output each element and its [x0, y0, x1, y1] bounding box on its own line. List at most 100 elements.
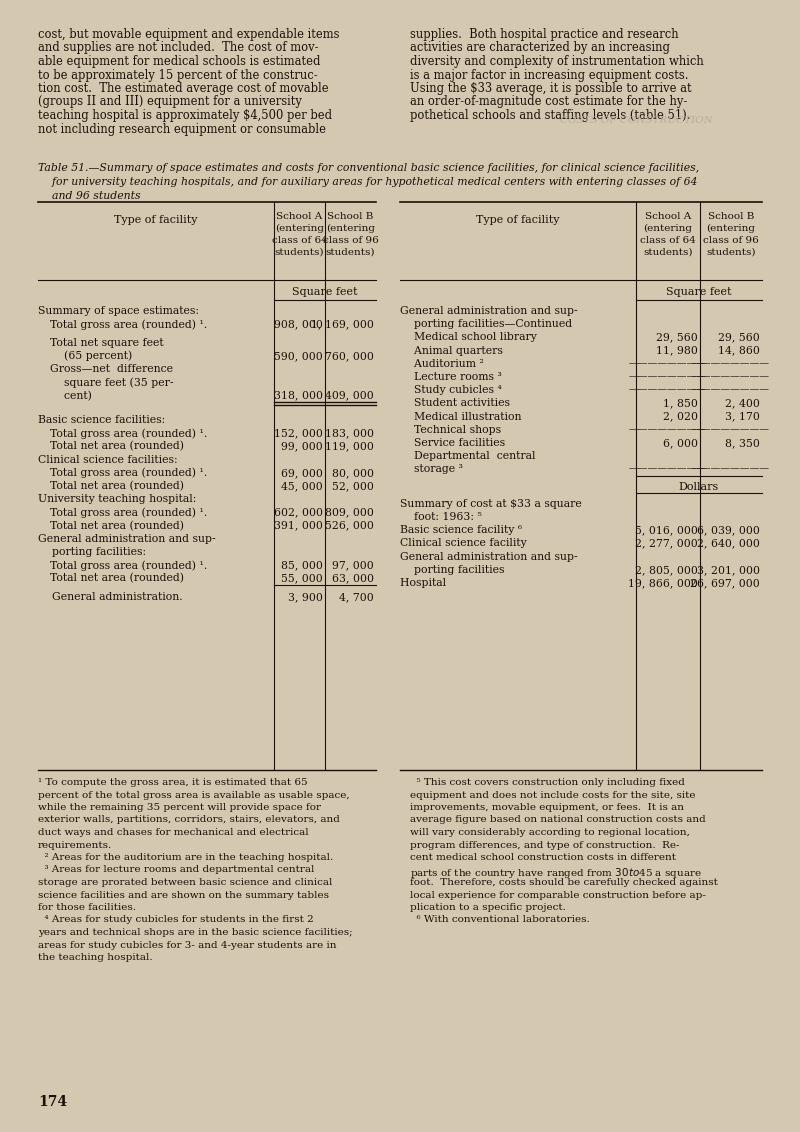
- Text: Technical shops: Technical shops: [400, 424, 526, 435]
- Text: Total gross area (rounded) ¹.: Total gross area (rounded) ¹.: [50, 428, 207, 439]
- Text: ⁵ This cost covers construction only including fixed: ⁵ This cost covers construction only inc…: [410, 778, 685, 787]
- Text: for those facilities.: for those facilities.: [38, 903, 136, 912]
- Text: plication to a specific project.: plication to a specific project.: [410, 903, 566, 912]
- Text: 4, 700: 4, 700: [339, 592, 374, 602]
- Text: Square feet: Square feet: [666, 288, 732, 297]
- Text: 63, 000: 63, 000: [332, 574, 374, 583]
- Text: science facilities and are shown on the summary tables: science facilities and are shown on the …: [38, 891, 329, 900]
- Text: (65 percent): (65 percent): [50, 351, 160, 361]
- Text: Study cubicles ⁴: Study cubicles ⁴: [400, 385, 519, 395]
- Text: percent of the total gross area is available as usable space,: percent of the total gross area is avail…: [38, 790, 350, 799]
- Text: 52, 000: 52, 000: [332, 481, 374, 491]
- Text: 69, 000: 69, 000: [281, 468, 323, 478]
- Text: Basic science facilities:: Basic science facilities:: [38, 415, 166, 424]
- Text: Clinical science facilities:: Clinical science facilities:: [38, 455, 178, 464]
- Text: Summary of space estimates:: Summary of space estimates:: [38, 306, 199, 316]
- Text: years and technical shops are in the basic science facilities;: years and technical shops are in the bas…: [38, 928, 353, 937]
- Text: General administration and sup-: General administration and sup-: [400, 551, 578, 561]
- Text: supplies.  Both hospital practice and research: supplies. Both hospital practice and res…: [410, 28, 678, 41]
- Text: while the remaining 35 percent will provide space for: while the remaining 35 percent will prov…: [38, 803, 321, 812]
- Text: 6, 000: 6, 000: [663, 438, 698, 448]
- Text: 97, 000: 97, 000: [332, 560, 374, 571]
- Text: Medical illustration: Medical illustration: [400, 412, 535, 421]
- Text: ————————: ————————: [692, 424, 770, 434]
- Text: COSTS OF CONSTRUCTION: COSTS OF CONSTRUCTION: [560, 115, 713, 125]
- Text: students): students): [274, 248, 324, 257]
- Text: General administration.: General administration.: [38, 592, 182, 602]
- Text: 29, 560: 29, 560: [656, 333, 698, 342]
- Text: ————————: ————————: [692, 464, 770, 473]
- Text: 602, 000: 602, 000: [274, 507, 323, 517]
- Text: Summary of cost at $33 a square: Summary of cost at $33 a square: [400, 499, 582, 508]
- Text: students): students): [706, 248, 756, 257]
- Text: pothetical schools and staffing levels (table 51).: pothetical schools and staffing levels (…: [410, 109, 690, 122]
- Text: Auditorium ²: Auditorium ²: [400, 359, 515, 369]
- Text: cent): cent): [50, 391, 141, 401]
- Text: 11, 980: 11, 980: [656, 345, 698, 355]
- Text: local experience for comparable construction before ap-: local experience for comparable construc…: [410, 891, 706, 900]
- Text: 2, 020: 2, 020: [663, 412, 698, 421]
- Text: ————————: ————————: [629, 385, 707, 394]
- Text: class of 96: class of 96: [703, 235, 759, 245]
- Text: Total gross area (rounded) ¹.: Total gross area (rounded) ¹.: [50, 468, 207, 479]
- Text: tion cost.  The estimated average cost of movable: tion cost. The estimated average cost of…: [38, 82, 329, 95]
- Text: porting facilities: porting facilities: [400, 565, 550, 575]
- Text: 85, 000: 85, 000: [281, 560, 323, 571]
- Text: 1, 169, 000: 1, 169, 000: [311, 319, 374, 329]
- Text: 6, 039, 000: 6, 039, 000: [697, 525, 760, 535]
- Text: will vary considerably according to regional location,: will vary considerably according to regi…: [410, 827, 690, 837]
- Text: Dollars: Dollars: [679, 481, 719, 491]
- Text: 152, 000: 152, 000: [274, 428, 323, 438]
- Text: 2, 277, 000: 2, 277, 000: [635, 539, 698, 548]
- Text: 55, 000: 55, 000: [282, 574, 323, 583]
- Text: Total net area (rounded): Total net area (rounded): [50, 574, 194, 584]
- Text: Table 51.—Summary of space estimates and costs for conventional basic science fa: Table 51.—Summary of space estimates and…: [38, 163, 699, 173]
- Text: Basic science facility ⁶: Basic science facility ⁶: [400, 525, 557, 535]
- Text: Medical school library: Medical school library: [400, 333, 544, 342]
- Text: ————————: ————————: [629, 424, 707, 434]
- Text: cent medical school construction costs in different: cent medical school construction costs i…: [410, 854, 676, 861]
- Text: cost, but movable equipment and expendable items: cost, but movable equipment and expendab…: [38, 28, 339, 41]
- Text: 29, 560: 29, 560: [718, 333, 760, 342]
- Text: (entering: (entering: [275, 224, 324, 233]
- Text: foot.  Therefore, costs should be carefully checked against: foot. Therefore, costs should be careful…: [410, 878, 718, 887]
- Text: students): students): [326, 248, 375, 257]
- Text: 409, 000: 409, 000: [326, 391, 374, 401]
- Text: Total gross area (rounded) ¹.: Total gross area (rounded) ¹.: [50, 507, 207, 518]
- Text: class of 64: class of 64: [640, 235, 696, 245]
- Text: Clinical science facility: Clinical science facility: [400, 539, 562, 548]
- Text: 2, 640, 000: 2, 640, 000: [697, 539, 760, 548]
- Text: diversity and complexity of instrumentation which: diversity and complexity of instrumentat…: [410, 55, 704, 68]
- Text: improvements, movable equipment, or fees.  It is an: improvements, movable equipment, or fees…: [410, 803, 684, 812]
- Text: storage are prorated between basic science and clinical: storage are prorated between basic scien…: [38, 878, 332, 887]
- Text: foot: 1963: ⁵: foot: 1963: ⁵: [400, 512, 482, 522]
- Text: 45, 000: 45, 000: [282, 481, 323, 491]
- Text: class of 64: class of 64: [272, 235, 327, 245]
- Text: average figure based on national construction costs and: average figure based on national constru…: [410, 815, 706, 824]
- Text: ³ Areas for lecture rooms and departmental central: ³ Areas for lecture rooms and department…: [38, 866, 314, 875]
- Text: 26, 697, 000: 26, 697, 000: [690, 578, 760, 588]
- Text: 1, 850: 1, 850: [663, 398, 698, 409]
- Text: to be approximately 15 percent of the construc-: to be approximately 15 percent of the co…: [38, 69, 318, 82]
- Text: Total net area (rounded): Total net area (rounded): [50, 441, 194, 452]
- Text: Using the $33 average, it is possible to arrive at: Using the $33 average, it is possible to…: [410, 82, 692, 95]
- Text: University teaching hospital:: University teaching hospital:: [38, 495, 196, 504]
- Text: Service facilities: Service facilities: [400, 438, 533, 448]
- Text: ————————: ————————: [629, 372, 707, 381]
- Text: Lecture rooms ³: Lecture rooms ³: [400, 372, 522, 381]
- Text: School A: School A: [276, 212, 322, 221]
- Text: ————————: ————————: [692, 385, 770, 394]
- Text: 3, 201, 000: 3, 201, 000: [697, 565, 760, 575]
- Text: (groups II and III) equipment for a university: (groups II and III) equipment for a univ…: [38, 95, 302, 109]
- Text: 99, 000: 99, 000: [282, 441, 323, 452]
- Text: 2, 400: 2, 400: [725, 398, 760, 409]
- Text: General administration and sup-: General administration and sup-: [400, 306, 578, 316]
- Text: ————————: ————————: [692, 372, 770, 381]
- Text: 318, 000: 318, 000: [274, 391, 323, 401]
- Text: Total net area (rounded): Total net area (rounded): [50, 521, 194, 531]
- Text: 391, 000: 391, 000: [274, 521, 323, 531]
- Text: porting facilities:: porting facilities:: [38, 547, 146, 557]
- Text: 590, 000: 590, 000: [274, 351, 323, 361]
- Text: Animal quarters: Animal quarters: [400, 345, 527, 355]
- Text: Hospital: Hospital: [400, 578, 523, 588]
